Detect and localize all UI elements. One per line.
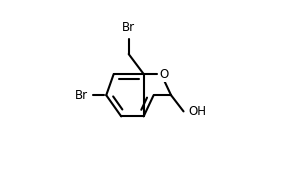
Text: Br: Br <box>75 89 88 102</box>
Text: OH: OH <box>188 105 206 118</box>
Text: Br: Br <box>122 21 135 34</box>
Text: O: O <box>160 67 169 81</box>
